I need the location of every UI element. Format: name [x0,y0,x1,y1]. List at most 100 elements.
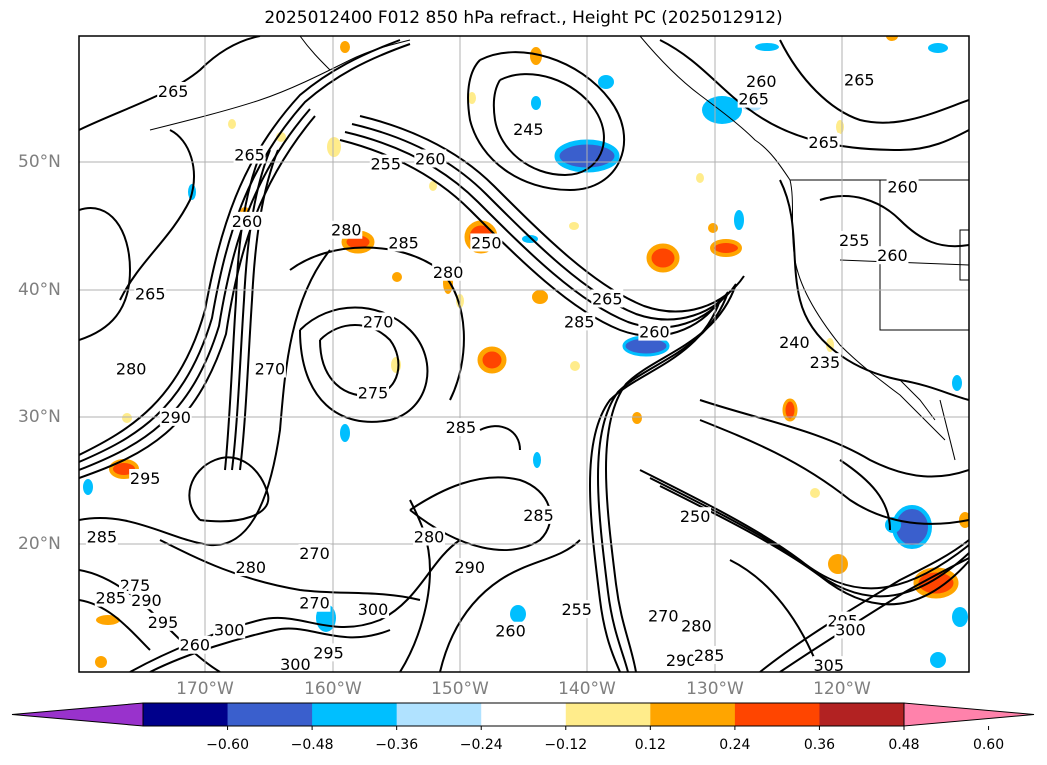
contour-label-bg [778,332,811,351]
contour-label: 295 [130,469,161,488]
contour-label-bg [94,588,127,607]
contour-label-bg [680,616,713,635]
contour-label-bg [563,312,596,331]
contour-label: 295 [313,643,344,662]
lon-label-170w: 170°W [176,679,234,699]
contour-label: 280 [236,558,267,577]
lon-label-120w: 120°W [813,679,871,699]
contour-label-bg [591,289,624,308]
colorbar-tick-label: 0.24 [719,737,751,753]
contour-label-bg [647,606,680,625]
colorbar-tick-label: −0.48 [290,737,334,753]
contour-label: 285 [87,528,118,547]
contour-label: 280 [414,528,445,547]
contour-label-bg [808,353,841,372]
contour-label-bg [369,154,402,173]
contour-label-bg [470,233,503,252]
map-frame [78,35,970,673]
contour-label-bg [253,359,286,378]
colorbar-cell [143,703,229,726]
contour-label: 265 [158,82,189,101]
contour-label-bg [638,322,671,341]
contour-label-bg [665,651,698,670]
contour-label: 260 [232,212,263,231]
contour-label: 285 [694,646,725,665]
contour-label: 305 [813,656,844,675]
contour-label-bg [159,407,192,426]
colorbar-tick-label: 0.48 [888,737,920,753]
colorbar-extend-high [903,702,1035,727]
lon-label-130w: 130°W [686,679,744,699]
contour-label-bg [362,312,395,331]
colorbar-tick-label: 0.60 [972,737,1005,753]
contour-label: 280 [681,617,712,636]
coastlines [149,36,969,461]
contour-label: 260 [495,622,526,641]
contour-label: 300 [280,655,311,674]
contour-label-bg [413,527,446,546]
contour-label: 300 [214,620,245,639]
contour-label-bg [560,600,593,619]
map-title: 2025012400 F012 850 hPa refract., Height… [264,8,783,28]
contour-label: 265 [135,284,166,303]
lat-label-20n: 20°N [18,534,61,554]
contour-label: 235 [810,353,841,372]
colorbar-tick-label: 0.36 [803,737,836,753]
contour-label-bg [234,558,267,577]
contour-label: 290 [160,408,191,427]
colorbar-extend-low [11,702,144,727]
contour-label: 285 [388,233,419,252]
contour-label-bg [737,89,770,108]
contour-label-bg [312,643,345,662]
contour-label: 250 [471,233,502,252]
contour-label-bg [522,505,555,524]
contour-label: 285 [564,312,595,331]
contour-label: 240 [779,333,810,352]
colorbar-tick-label: −0.36 [375,737,419,753]
contour-label-bg [233,145,266,164]
contour-label-bg [512,120,545,139]
contour-label: 260 [877,246,908,265]
contour-label: 285 [96,589,127,608]
colorbar-cell [396,703,482,726]
colorbar-tick-label: −0.12 [544,737,588,753]
contour-label: 260 [746,72,777,91]
colorbar-outline [142,702,905,727]
contour-label-bg [146,612,179,631]
contour-label-bg [231,211,264,230]
contour-label: 275 [358,384,389,403]
contour-label: 270 [255,359,286,378]
colorbar-tick-label: −0.24 [459,737,503,753]
lat-label-30n: 30°N [18,407,61,427]
contour-label: 290 [666,651,697,670]
contour-label: 250 [680,507,711,526]
contour-label-bg [387,233,420,252]
contour-label-bg [298,593,331,612]
contour-label-bg [115,359,148,378]
colorbar-cell [227,703,313,726]
contour-label-bg [330,220,363,239]
contour-label-bg [298,544,331,563]
contour-label: 260 [887,177,918,196]
contour-label: 245 [513,120,544,139]
contour-label: 265 [592,289,623,308]
contour-label-bg [279,654,312,672]
contour-label-bg [745,71,778,90]
contour-label-bg [886,177,919,196]
contour-label: 260 [639,323,670,342]
contour-label-bg [178,635,211,654]
contour-label: 255 [561,600,592,619]
contour-label-bg [129,468,162,487]
contour-label-bg [357,383,390,402]
contour-label-bg [679,507,712,526]
colorbar-cell [481,703,567,726]
colorbar-cell [565,703,651,726]
lon-label-140w: 140°W [558,679,616,699]
contour-label: 290 [131,591,162,610]
contour-label-bg [812,656,845,672]
contour-label: 270 [299,594,330,613]
contour-label: 270 [648,606,679,625]
contour-label-bg [834,620,867,639]
colorbar-tick-label: 0.12 [634,737,666,753]
